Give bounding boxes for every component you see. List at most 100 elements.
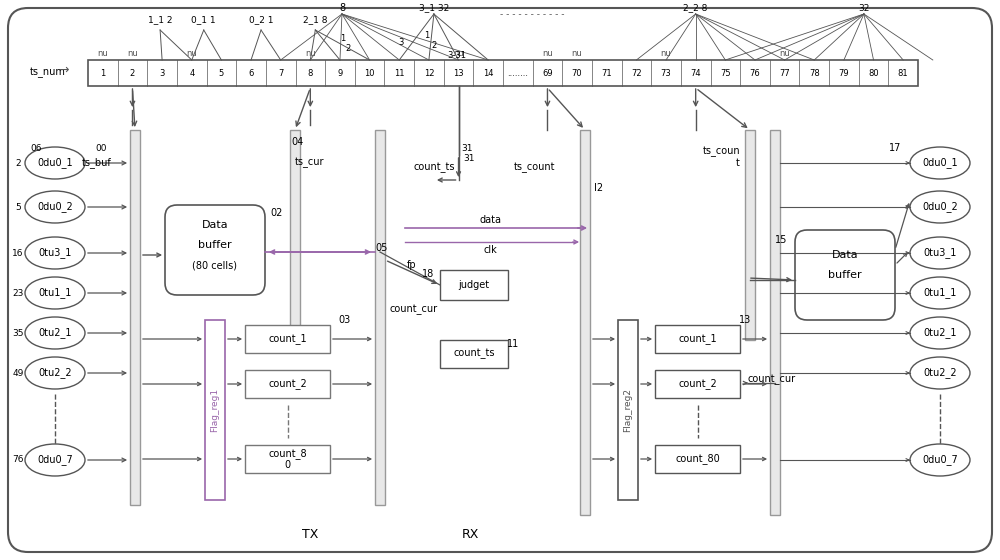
Text: nu: nu [572,49,582,58]
Ellipse shape [910,191,970,223]
Text: 2: 2 [345,44,351,53]
Text: 3: 3 [399,38,404,46]
Text: 74: 74 [690,68,701,77]
Text: 2: 2 [431,40,437,49]
Text: count_8
0: count_8 0 [268,448,307,470]
Text: buffer: buffer [828,270,862,280]
Ellipse shape [25,444,85,476]
Text: 1_1 2: 1_1 2 [148,16,172,25]
Text: 17: 17 [889,143,901,153]
Text: 32: 32 [858,3,870,12]
Ellipse shape [910,277,970,309]
Text: 0tu1_1: 0tu1_1 [923,287,957,298]
Ellipse shape [25,191,85,223]
Text: 06: 06 [30,143,42,152]
Text: 15: 15 [775,235,787,245]
Text: ts_buf: ts_buf [82,157,112,169]
FancyBboxPatch shape [655,445,740,473]
FancyBboxPatch shape [375,130,385,505]
Text: 11: 11 [394,68,404,77]
Text: 0tu1_1: 0tu1_1 [38,287,72,298]
Text: 6: 6 [248,68,254,77]
FancyBboxPatch shape [655,370,740,398]
FancyBboxPatch shape [745,130,755,340]
Text: ts_cur: ts_cur [295,158,324,168]
Ellipse shape [25,277,85,309]
Text: 7: 7 [278,68,283,77]
Ellipse shape [910,444,970,476]
Text: nu: nu [127,49,138,58]
Ellipse shape [25,237,85,269]
Text: Flag_reg2: Flag_reg2 [624,388,633,432]
Text: 76: 76 [750,68,760,77]
Text: 8: 8 [339,3,345,13]
Text: buffer: buffer [198,240,232,250]
Text: Flag_reg1: Flag_reg1 [210,388,220,432]
Text: ts_num: ts_num [30,68,66,78]
Text: I2: I2 [594,183,603,193]
FancyBboxPatch shape [245,370,330,398]
Text: 12: 12 [424,68,434,77]
Text: 3_1 32: 3_1 32 [419,3,449,12]
Text: - - - - - - - - - - -: - - - - - - - - - - - [500,10,565,18]
Text: 69: 69 [542,68,553,77]
FancyBboxPatch shape [290,130,300,330]
Text: 75: 75 [720,68,731,77]
Text: data: data [479,215,501,225]
Text: ........: ........ [507,68,528,77]
FancyBboxPatch shape [655,325,740,353]
Text: nu: nu [779,49,790,58]
Ellipse shape [910,357,970,389]
Text: 71: 71 [601,68,612,77]
FancyBboxPatch shape [130,130,140,505]
Text: TX: TX [302,529,318,542]
FancyBboxPatch shape [88,60,918,86]
Text: 73: 73 [661,68,671,77]
Text: 1: 1 [340,34,346,43]
Text: 23: 23 [12,288,24,297]
Text: 5: 5 [219,68,224,77]
FancyBboxPatch shape [618,320,638,500]
FancyBboxPatch shape [795,230,895,320]
Text: 0tu3_1: 0tu3_1 [38,248,72,259]
Text: 14: 14 [483,68,493,77]
Text: count_ts: count_ts [413,163,455,173]
Ellipse shape [25,357,85,389]
Text: 0du0_1: 0du0_1 [37,157,73,169]
Text: 4: 4 [189,68,194,77]
Text: 80: 80 [868,68,879,77]
FancyBboxPatch shape [770,130,780,515]
Text: 0tu2_2: 0tu2_2 [38,367,72,379]
Text: nu: nu [453,49,464,58]
Text: 13: 13 [453,68,464,77]
FancyBboxPatch shape [440,340,508,368]
Text: t: t [736,158,740,168]
FancyBboxPatch shape [245,325,330,353]
Text: 13: 13 [739,315,751,325]
Text: 72: 72 [631,68,642,77]
FancyBboxPatch shape [165,205,265,295]
Text: 35: 35 [12,329,24,338]
Text: 03: 03 [338,315,350,325]
Text: 0_2 1: 0_2 1 [249,16,273,25]
Text: 78: 78 [809,68,820,77]
FancyBboxPatch shape [205,320,225,500]
Text: 8: 8 [308,68,313,77]
Text: 00: 00 [95,143,106,152]
Text: 11: 11 [507,339,519,349]
Ellipse shape [25,317,85,349]
Ellipse shape [910,147,970,179]
Text: 05: 05 [376,243,388,253]
Text: RX: RX [461,529,479,542]
Text: 49: 49 [12,368,24,377]
Text: 0du0_2: 0du0_2 [37,202,73,212]
Text: 0tu3_1: 0tu3_1 [923,248,957,259]
Text: 18: 18 [422,269,434,279]
Text: nu: nu [305,49,316,58]
Text: →: → [58,63,68,77]
Text: fp: fp [407,260,417,270]
Text: 0tu2_1: 0tu2_1 [38,328,72,338]
Text: 0du0_2: 0du0_2 [922,202,958,212]
FancyBboxPatch shape [580,130,590,515]
Text: count_cur: count_cur [748,375,796,385]
